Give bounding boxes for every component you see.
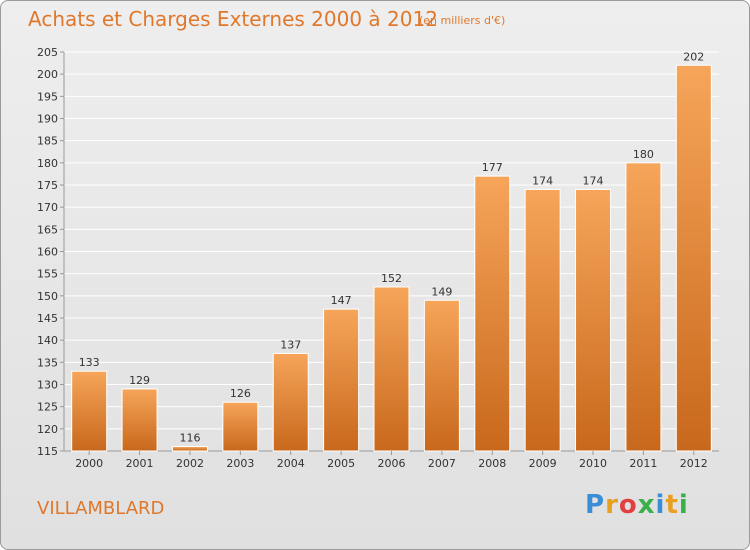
value-label-2008: 177	[482, 161, 503, 174]
bar-2011	[625, 162, 662, 452]
x-tick-label-2010: 2010	[579, 457, 607, 470]
bar-2000	[71, 370, 108, 452]
y-tick-label: 195	[37, 90, 58, 103]
y-tick-label: 145	[37, 312, 58, 325]
value-label-2009: 174	[532, 174, 553, 187]
y-tick-label: 150	[37, 290, 58, 303]
value-labels: 133 129 116 126 137 147 152 149 177 174 174 180 202	[79, 50, 705, 444]
value-label-2007: 149	[431, 285, 452, 298]
y-tick-label: 135	[37, 356, 58, 369]
x-tick-label-2012: 2012	[680, 457, 708, 470]
value-label-2012: 202	[683, 50, 704, 63]
value-label-2004: 137	[280, 338, 301, 351]
bar-2008	[474, 175, 511, 452]
logo-letter: r	[605, 490, 619, 520]
x-tick-label-2000: 2000	[75, 457, 103, 470]
bar-2009	[524, 188, 561, 452]
bar-2006	[373, 286, 410, 452]
value-label-2002: 116	[179, 432, 200, 445]
bars	[71, 64, 712, 452]
y-tick-label: 130	[37, 379, 58, 392]
bar-2012	[675, 64, 712, 452]
logo-letter: t	[665, 490, 679, 520]
bar-2005	[323, 308, 360, 452]
y-tick-label: 155	[37, 268, 58, 281]
value-label-2011: 180	[633, 148, 654, 161]
value-label-2003: 126	[230, 387, 251, 400]
logo-letter: x	[637, 490, 656, 520]
logo-letter: o	[618, 490, 638, 520]
x-tick-label-2001: 2001	[126, 457, 154, 470]
proxiti-logo: Proxiti	[585, 490, 689, 520]
x-tick-label-2002: 2002	[176, 457, 204, 470]
bar-2010	[575, 188, 612, 452]
y-tick-label: 170	[37, 201, 58, 214]
y-tick-label: 175	[37, 179, 58, 192]
y-tick-label: 160	[37, 246, 58, 259]
bar-2002	[171, 446, 208, 452]
commune-name: VILLAMBLARD	[37, 498, 165, 519]
x-tick-label-2005: 2005	[327, 457, 355, 470]
value-label-2000: 133	[79, 356, 100, 369]
bar-2007	[423, 299, 460, 452]
y-axis: 115 120 125 130 135 140 145 150 155 160 165 170 175 1…	[37, 46, 719, 458]
y-tick-label: 120	[37, 423, 58, 436]
y-tick-label: 190	[37, 113, 58, 126]
y-tick-label: 180	[37, 157, 58, 170]
y-tick-label: 125	[37, 401, 58, 414]
logo-letter: i	[678, 490, 689, 520]
x-tick-label-2009: 2009	[529, 457, 557, 470]
y-tick-label: 205	[37, 46, 58, 59]
bar-2001	[121, 388, 158, 452]
y-tick-label: 140	[37, 334, 58, 347]
value-label-2006: 152	[381, 272, 402, 285]
y-tick-label: 165	[37, 223, 58, 236]
y-tick-label: 200	[37, 68, 58, 81]
y-tick-label: 185	[37, 135, 58, 148]
value-label-2010: 174	[583, 174, 604, 187]
x-tick-label-2007: 2007	[428, 457, 456, 470]
bar-2003	[222, 401, 259, 452]
chart-title: Achats et Charges Externes 2000 à 2012	[28, 7, 438, 31]
value-label-2005: 147	[331, 294, 352, 307]
x-axis: 2000 2001 2002 2003 2004 2005 2006 2007 2008 2009…	[75, 451, 708, 470]
y-tick-label: 115	[37, 445, 58, 458]
logo-letter: P	[585, 490, 606, 520]
x-tick-label-2003: 2003	[226, 457, 254, 470]
value-label-2001: 129	[129, 374, 150, 387]
chart-subtitle: (en milliers d'€)	[419, 14, 506, 27]
x-tick-label-2004: 2004	[277, 457, 305, 470]
logo-letter: i	[655, 490, 666, 520]
x-tick-label-2008: 2008	[478, 457, 506, 470]
x-tick-label-2011: 2011	[629, 457, 657, 470]
x-tick-label-2006: 2006	[378, 457, 406, 470]
bar-2004	[272, 352, 309, 452]
